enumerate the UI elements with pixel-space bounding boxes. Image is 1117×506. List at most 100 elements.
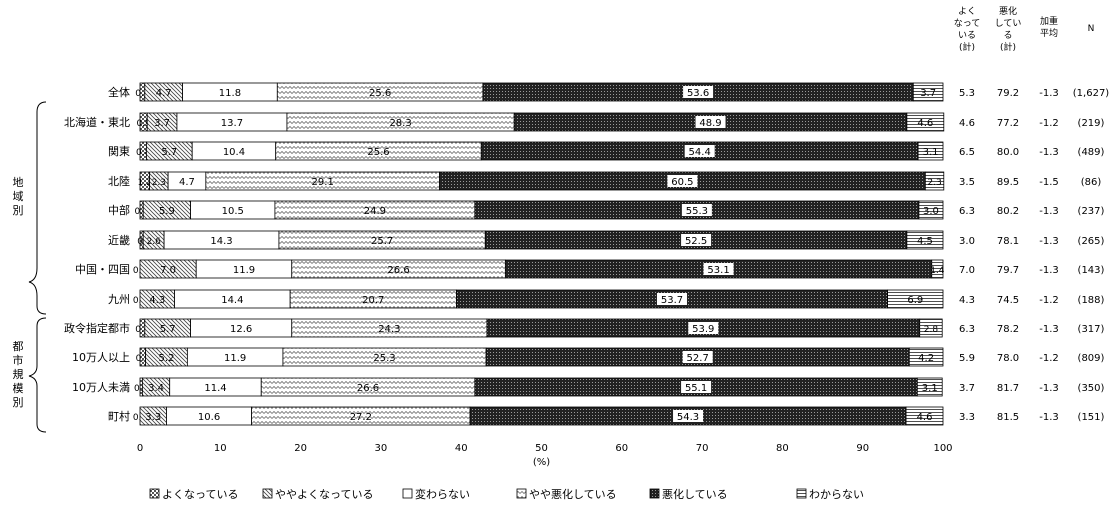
column-headers: よくなっている(計) 悪化している(計) 加重平均 N xyxy=(954,5,1095,53)
bar-segment xyxy=(917,141,944,161)
column-header: 加重平均 xyxy=(1040,15,1058,39)
side-values: 5.3 79.2 -1.3 (1,627) 4.6 77.2 -1.2 (219) 6.5 80.… xyxy=(959,88,1109,423)
legend-item: よくなっている xyxy=(149,488,238,501)
segment-label: 3.1 xyxy=(923,147,939,158)
segment-label: 10.6 xyxy=(198,412,220,423)
row-label: 北陸 xyxy=(108,175,130,188)
legend-swatch xyxy=(402,488,413,499)
bar-segment xyxy=(918,200,944,220)
segment-label: 26.6 xyxy=(387,265,409,276)
weighted-average-value: -1.2 xyxy=(1039,295,1059,306)
legend-item: ややよくなっている xyxy=(262,488,373,501)
bar-segment xyxy=(887,289,944,309)
bad-total-value: 80.2 xyxy=(997,206,1019,217)
good-total-value: 6.3 xyxy=(959,324,975,335)
n-value: (237) xyxy=(1078,206,1105,217)
segment-label: 1.4 xyxy=(930,266,945,276)
segment-label-bg xyxy=(682,351,713,363)
segment-label: 6.9 xyxy=(907,295,923,306)
segment-label: 11.8 xyxy=(219,88,241,99)
legend-swatch xyxy=(149,488,160,499)
segment-label: 60.5 xyxy=(671,177,693,188)
segment-label: 5.7 xyxy=(161,147,177,158)
bad-total-value: 77.2 xyxy=(997,118,1019,129)
segment-label: 2.3 xyxy=(152,178,166,188)
segment-label: 52.7 xyxy=(687,353,709,364)
segment-label: 53.1 xyxy=(707,265,729,276)
bad-total-value: 89.5 xyxy=(997,177,1019,188)
segment-label: 25.6 xyxy=(369,88,391,99)
segment-label: 0.6 xyxy=(135,325,150,335)
segment-label: 1.2 xyxy=(138,178,152,188)
n-value: (219) xyxy=(1078,118,1105,129)
n-value: (265) xyxy=(1078,236,1105,247)
segment-label: 14.4 xyxy=(221,295,243,306)
segment-label: 5.9 xyxy=(159,206,175,217)
row-label: 中国・四国 xyxy=(75,263,130,276)
segment-label: 28.3 xyxy=(389,118,411,129)
segment-label: 20.7 xyxy=(362,295,384,306)
row-label: 全体 xyxy=(108,85,130,99)
segment-label: 52.5 xyxy=(685,236,707,247)
bad-total-value: 78.0 xyxy=(997,353,1019,364)
good-total-value: 3.5 xyxy=(959,177,975,188)
legend-item: 悪化している xyxy=(649,487,728,501)
bar-segment xyxy=(924,171,945,191)
bar-segment xyxy=(912,82,944,102)
weighted-average-value: -1.3 xyxy=(1039,265,1059,276)
segment-label: 54.3 xyxy=(677,412,699,423)
weighted-average-value: -1.3 xyxy=(1039,383,1059,394)
n-value: (809) xyxy=(1078,353,1105,364)
segment-label: 5.7 xyxy=(160,324,176,335)
segment-label: 3.3 xyxy=(145,412,161,423)
segment-label: 24.9 xyxy=(364,206,386,217)
x-tick-label: 20 xyxy=(294,443,307,454)
legend-item: 変わらない xyxy=(402,487,470,501)
segment-label: 24.3 xyxy=(378,324,400,335)
legend: よくなっている ややよくなっている 変わらない やや悪化している 悪化している わからない xyxy=(149,487,864,501)
segment-label: 11.9 xyxy=(233,265,255,276)
n-value: (188) xyxy=(1078,295,1105,306)
column-header: 悪化している(計) xyxy=(995,5,1022,53)
bad-total-value: 81.7 xyxy=(997,383,1019,394)
row-label: 10万人未満 xyxy=(72,381,130,394)
segment-label: 3.7 xyxy=(154,118,170,129)
segment-label-bg xyxy=(703,263,734,275)
bad-total-value: 78.1 xyxy=(997,236,1019,247)
legend-swatch xyxy=(649,488,660,499)
segment-label: 25.6 xyxy=(367,147,389,158)
weighted-average-value: -1.3 xyxy=(1039,147,1059,158)
bad-total-value: 81.5 xyxy=(997,412,1019,423)
segment-label: 11.4 xyxy=(204,383,226,394)
row-label: 九州 xyxy=(108,293,130,306)
segment-label-bg xyxy=(681,204,712,216)
bad-total-value: 74.5 xyxy=(997,295,1019,306)
weighted-average-value: -1.3 xyxy=(1039,236,1059,247)
n-value: (151) xyxy=(1078,412,1105,423)
legend-label: 変わらない xyxy=(415,487,470,501)
segment-label: 3.4 xyxy=(148,383,164,394)
row-label: 町村 xyxy=(108,409,130,423)
legend-label: やや悪化している xyxy=(529,487,617,501)
segment-label-bg xyxy=(673,410,704,422)
weighted-average-value: -1.3 xyxy=(1039,206,1059,217)
legend-label: 悪化している xyxy=(662,487,728,501)
bad-total-value: 79.2 xyxy=(997,88,1019,99)
bad-total-value: 80.0 xyxy=(997,147,1019,158)
segment-label: 4.5 xyxy=(917,236,933,247)
segment-label: 12.6 xyxy=(230,324,252,335)
x-tick-label: 70 xyxy=(696,443,709,454)
x-tick-label: 0 xyxy=(137,443,143,454)
segment-label: 4.7 xyxy=(156,88,172,99)
bar-segment xyxy=(908,347,944,367)
segment-label: 5.2 xyxy=(159,353,175,364)
segment-label: 53.9 xyxy=(692,324,714,335)
segment-label-bg xyxy=(683,86,714,98)
segment-label: 4.6 xyxy=(917,412,933,423)
good-total-value: 4.3 xyxy=(959,295,975,306)
x-axis-label: (%) xyxy=(533,457,550,468)
segment-label: 4.6 xyxy=(917,118,933,129)
x-tick-label: 40 xyxy=(455,443,468,454)
segment-label: 3.7 xyxy=(920,88,936,99)
